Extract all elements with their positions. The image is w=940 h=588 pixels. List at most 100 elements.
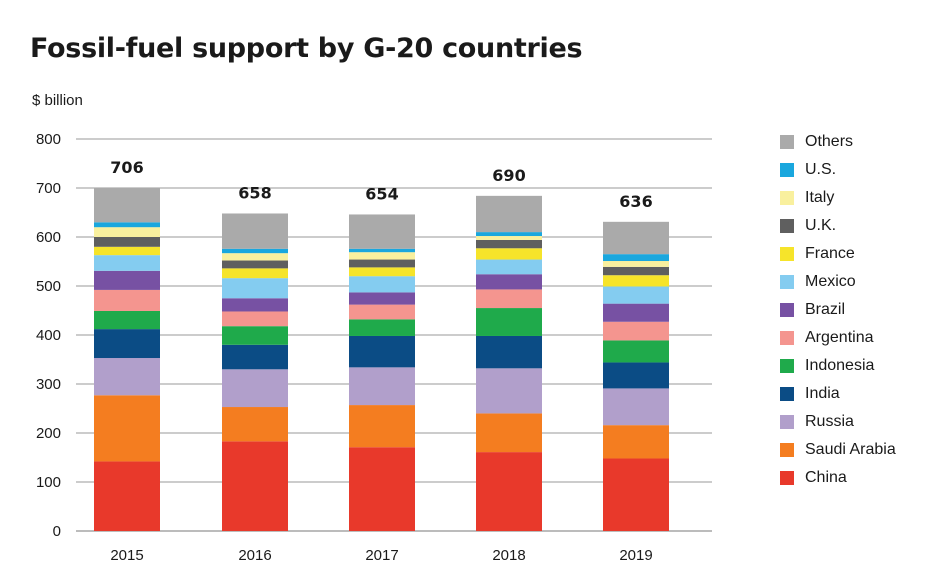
x-tick-label: 2017	[365, 547, 398, 564]
legend-label: Mexico	[805, 273, 856, 290]
bar-segment-italy	[222, 253, 288, 261]
legend-label: Saudi Arabia	[805, 441, 896, 458]
bar-total-label: 658	[238, 183, 271, 202]
legend-item-indonesia: Indonesia	[780, 352, 896, 380]
bar-segment-others	[603, 221, 669, 255]
bar-segment-u-k-	[476, 239, 542, 249]
bar-segment-mexico	[222, 278, 288, 299]
bar-segment-china	[476, 452, 542, 531]
bar-segment-france	[222, 268, 288, 279]
y-tick-label: 600	[36, 229, 61, 246]
legend-item-russia: Russia	[780, 408, 896, 436]
legend-swatch	[780, 191, 794, 205]
bar-segment-brazil	[349, 292, 415, 305]
bar-segment-argentina	[94, 289, 160, 311]
legend-swatch	[780, 219, 794, 233]
legend-label: Brazil	[805, 301, 846, 318]
bar-segment-mexico	[349, 276, 415, 293]
legend-item-france: France	[780, 240, 896, 268]
legend-swatch	[780, 163, 794, 177]
bar-segment-mexico	[94, 255, 160, 271]
legend-item-saudi-arabia: Saudi Arabia	[780, 436, 896, 464]
legend-item-mexico: Mexico	[780, 268, 896, 296]
bar-segment-u-k-	[603, 266, 669, 276]
bar-segment-brazil	[603, 303, 669, 322]
bar-segment-china	[603, 458, 669, 531]
legend-swatch	[780, 135, 794, 149]
bar-segment-saudi-arabia	[603, 425, 669, 459]
bar-segment-russia	[222, 369, 288, 408]
legend-label: U.K.	[805, 217, 837, 234]
x-tick-label: 2018	[492, 547, 525, 564]
bar-segment-indonesia	[222, 326, 288, 345]
legend-item-italy: Italy	[780, 184, 896, 212]
bar-segment-others	[94, 188, 160, 223]
bar-total-label: 690	[492, 166, 525, 185]
legend-swatch	[780, 415, 794, 429]
legend-item-u-k-: U.K.	[780, 212, 896, 240]
bar-segment-u-s-	[222, 248, 288, 254]
bar-segment-france	[94, 246, 160, 256]
bar-segment-russia	[603, 388, 669, 426]
bar-segment-india	[349, 335, 415, 368]
bar-segment-italy	[94, 227, 160, 237]
bar-segment-u-k-	[349, 259, 415, 268]
legend-swatch	[780, 443, 794, 457]
bar-segment-mexico	[476, 259, 542, 275]
legend-label: China	[805, 469, 847, 486]
bar-segment-others	[476, 195, 542, 233]
bar-segment-italy	[476, 236, 542, 240]
legend-label: India	[805, 385, 840, 402]
bar-segment-france	[476, 248, 542, 260]
legend-label: Russia	[805, 413, 854, 430]
x-tick-label: 2015	[110, 547, 143, 564]
y-tick-label: 200	[36, 425, 61, 442]
legend-item-argentina: Argentina	[780, 324, 896, 352]
bar-segment-u-s-	[603, 254, 669, 262]
legend-item-brazil: Brazil	[780, 296, 896, 324]
legend-item-india: India	[780, 380, 896, 408]
legend-swatch	[780, 247, 794, 261]
bar-segment-india	[222, 344, 288, 370]
bar-segment-others	[349, 214, 415, 249]
bar-segment-u-s-	[94, 222, 160, 228]
bar-segment-russia	[349, 367, 415, 406]
bar-segment-mexico	[603, 286, 669, 304]
bar-segment-india	[94, 329, 160, 359]
bar-segment-u-s-	[349, 248, 415, 253]
bar-segment-u-k-	[222, 260, 288, 269]
bar-segment-india	[603, 362, 669, 389]
y-tick-label: 0	[53, 523, 61, 540]
bar-segment-argentina	[349, 304, 415, 320]
bar-total-label: 706	[110, 158, 143, 177]
legend-label: Others	[805, 133, 854, 150]
bar-segment-others	[222, 213, 288, 249]
bar-segment-argentina	[476, 289, 542, 309]
y-tick-label: 700	[36, 180, 61, 197]
bar-segment-saudi-arabia	[349, 405, 415, 448]
legend-swatch	[780, 359, 794, 373]
bar-segment-brazil	[476, 274, 542, 290]
legend-swatch	[780, 275, 794, 289]
bar-segment-brazil	[222, 298, 288, 312]
bar-segment-france	[349, 267, 415, 277]
bar-segment-saudi-arabia	[476, 413, 542, 453]
legend-swatch	[780, 331, 794, 345]
chart-legend: Others U.S. Italy U.K. France Mexico Brazil Arg…	[780, 128, 896, 492]
bar-total-label: 654	[365, 184, 398, 203]
bar-segment-china	[94, 461, 160, 531]
bar-segment-france	[603, 275, 669, 287]
legend-swatch	[780, 303, 794, 317]
legend-label: Argentina	[805, 329, 874, 346]
bar-segment-russia	[94, 358, 160, 396]
legend-label: France	[805, 245, 855, 262]
bar-segment-saudi-arabia	[94, 395, 160, 462]
x-tick-label: 2016	[238, 547, 271, 564]
legend-item-others: Others	[780, 128, 896, 156]
bar-segment-u-s-	[476, 232, 542, 237]
legend-item-u-s-: U.S.	[780, 156, 896, 184]
stacked-bar-chart: 0 100 200 300 400 500 600 700 800 706 2015 658 2016 6…	[36, 131, 712, 564]
y-tick-label: 300	[36, 376, 61, 393]
chart-title: Fossil-fuel support by G-20 countries	[30, 33, 583, 64]
bar-segment-indonesia	[603, 340, 669, 363]
